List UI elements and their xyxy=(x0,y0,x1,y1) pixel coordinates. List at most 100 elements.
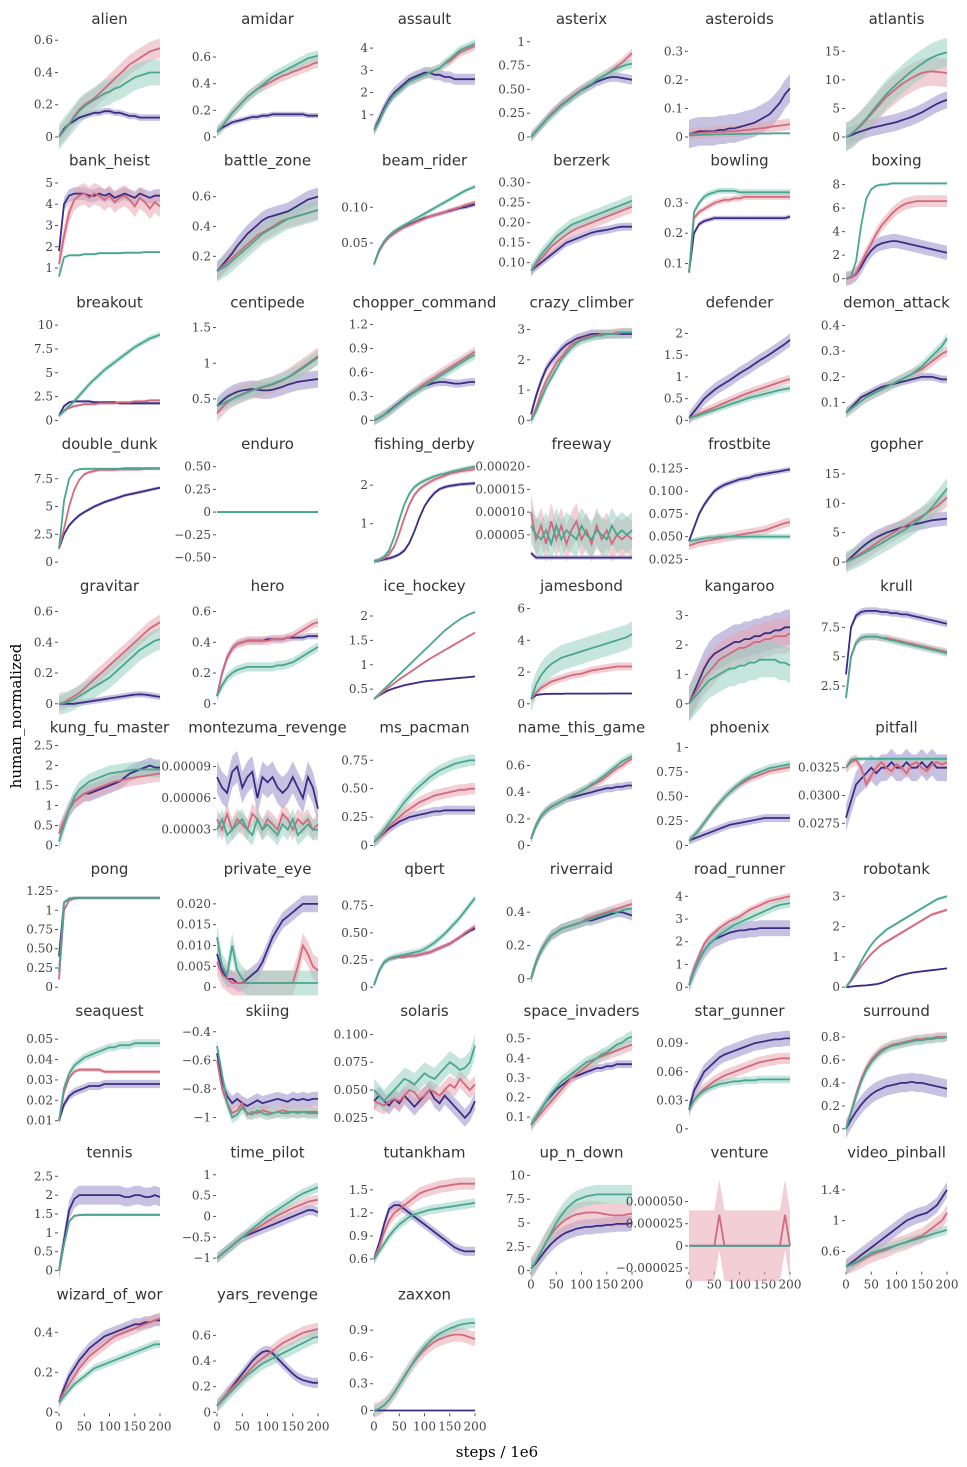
subplot-krull: krull 2.5 5 7.5 xyxy=(821,577,948,702)
y-tick-label: 1 xyxy=(832,950,840,964)
y-tick-label: 0.09 xyxy=(656,1036,683,1050)
subplot-title: enduro xyxy=(241,435,294,453)
subplot-berzerk: berzerk 0.10 0.15 0.20 0.25 0.30 xyxy=(498,152,633,277)
y-tick-label: 1 xyxy=(45,903,53,917)
y-tick-label: 8 xyxy=(832,178,840,192)
y-tick-label: 0.25 xyxy=(26,961,53,975)
y-tick-label: 0.50 xyxy=(341,926,368,940)
series-line-3 xyxy=(688,189,790,273)
subplot-title: amidar xyxy=(241,10,295,28)
y-tick-label: 7.5 xyxy=(506,1192,525,1206)
y-tick-label: 0.50 xyxy=(498,82,525,96)
y-tick-label: 0 xyxy=(832,980,840,994)
series-line-3 xyxy=(58,1213,160,1271)
series-line-1 xyxy=(845,375,947,414)
confidence-band-series-3 xyxy=(374,754,475,848)
y-tick-label: 0.015 xyxy=(177,918,211,932)
confidence-band-series-3 xyxy=(217,642,318,701)
subplot-title: assault xyxy=(398,10,452,28)
x-tick-label: 100 xyxy=(256,1419,279,1433)
confidence-band-series-2 xyxy=(217,1322,318,1413)
series-line-1 xyxy=(688,215,791,273)
subplot-alien: alien 0 0.2 0.4 0.6 xyxy=(34,10,161,150)
x-tick-label: 50 xyxy=(77,1419,92,1433)
confidence-band-series-1 xyxy=(217,895,318,992)
subplot-solaris: solaris 0.025 0.050 0.075 0.100 xyxy=(334,1002,476,1127)
y-tick-label: 0.05 xyxy=(26,1032,53,1046)
y-tick-label: 4 xyxy=(832,225,840,239)
confidence-band-series-1 xyxy=(374,202,475,267)
subplot-title: gravitar xyxy=(80,577,140,595)
series-line-3 xyxy=(216,1186,319,1259)
y-tick-label: 0.4 xyxy=(192,77,211,91)
series-line-1 xyxy=(58,486,161,550)
series-line-3 xyxy=(845,337,948,414)
subplot-centipede: centipede 0.5 1 1.5 xyxy=(192,293,319,422)
y-tick-label: 5 xyxy=(45,176,53,190)
y-tick-label: 1 xyxy=(45,799,53,813)
y-tick-label: 0.6 xyxy=(192,50,211,64)
x-tick-label: 0 xyxy=(685,1278,693,1292)
y-tick-label: 0 xyxy=(517,413,525,427)
subplot-title: solaris xyxy=(400,1002,449,1020)
series-line-1 xyxy=(59,693,161,705)
y-tick-label: 0.1 xyxy=(506,1110,525,1124)
confidence-band-series-1 xyxy=(59,1079,160,1125)
y-tick-label: 1 xyxy=(517,383,525,397)
subplot-title: boxing xyxy=(871,152,921,170)
confidence-band-series-3 xyxy=(846,894,947,989)
x-tick-label: 150 xyxy=(595,1278,618,1292)
series-line-2 xyxy=(688,632,791,705)
y-tick-label: 2 xyxy=(675,326,683,340)
subplot-gopher: gopher 0 5 10 15 xyxy=(825,435,948,573)
series-line-1 xyxy=(373,482,476,563)
series-line-3 xyxy=(58,1042,160,1121)
confidence-band-series-1 xyxy=(531,1215,632,1277)
y-tick-label: 0.75 xyxy=(498,59,525,73)
y-tick-label: 0.2 xyxy=(192,103,211,117)
subplot-jamesbond: jamesbond 0 2 4 6 xyxy=(517,577,633,712)
subplot-title: atlantis xyxy=(869,10,925,28)
y-tick-label: 0.2 xyxy=(34,666,53,680)
x-tick-label: 50 xyxy=(392,1419,407,1433)
y-tick-label: 0.6 xyxy=(192,1328,211,1342)
y-tick-label: 0 xyxy=(203,1209,211,1223)
subplot-title: skiing xyxy=(246,1002,290,1020)
x-tick-label: 0 xyxy=(370,1419,378,1433)
confidence-band-series-3 xyxy=(374,894,475,989)
series-line-3 xyxy=(688,658,791,705)
confidence-band-series-2 xyxy=(217,1194,318,1264)
y-tick-label: 3 xyxy=(360,63,368,77)
series-line-2 xyxy=(58,897,160,980)
y-tick-label: 0.25 xyxy=(656,814,683,828)
series-line-1 xyxy=(688,468,791,542)
subplot-time_pilot: time_pilot −1 −0.5 0 0.5 1 xyxy=(182,1144,319,1265)
confidence-band-series-2 xyxy=(374,41,475,135)
confidence-band-series-1 xyxy=(846,1072,947,1139)
y-tick-label: 0.075 xyxy=(334,1055,368,1069)
subplot-title: seaquest xyxy=(75,1002,143,1020)
series-line-3 xyxy=(373,1045,476,1103)
y-tick-label: 0.100 xyxy=(334,1027,368,1041)
series-line-1 xyxy=(530,552,632,559)
subplot-title: hero xyxy=(251,577,285,595)
x-tick-label: 50 xyxy=(549,1278,564,1292)
y-tick-label: 0.25 xyxy=(498,196,525,210)
y-tick-label: 1 xyxy=(360,108,368,122)
y-tick-label: 0.6 xyxy=(192,604,211,618)
subplot-hero: hero 0 0.2 0.4 0.6 xyxy=(192,577,319,711)
y-tick-label: 0 xyxy=(45,1405,53,1419)
series-line-3 xyxy=(216,646,319,697)
subplot-double_dunk: double_dunk 0 2.5 5 7.5 xyxy=(34,435,161,569)
y-tick-label: 1 xyxy=(675,370,683,384)
x-tick-label: 0 xyxy=(842,1278,850,1292)
subplot-bowling: bowling 0.1 0.2 0.3 xyxy=(664,152,791,276)
y-tick-label: 0.4 xyxy=(821,1076,840,1090)
y-tick-label: 0 xyxy=(203,130,211,144)
subplot-atlantis: atlantis 0 5 10 15 xyxy=(825,10,948,152)
series-line-3 xyxy=(58,638,161,705)
series-line-1 xyxy=(688,87,791,135)
series-line-2 xyxy=(216,621,319,697)
y-tick-label: 0.4 xyxy=(506,1051,525,1065)
series-line-3 xyxy=(216,1045,318,1119)
